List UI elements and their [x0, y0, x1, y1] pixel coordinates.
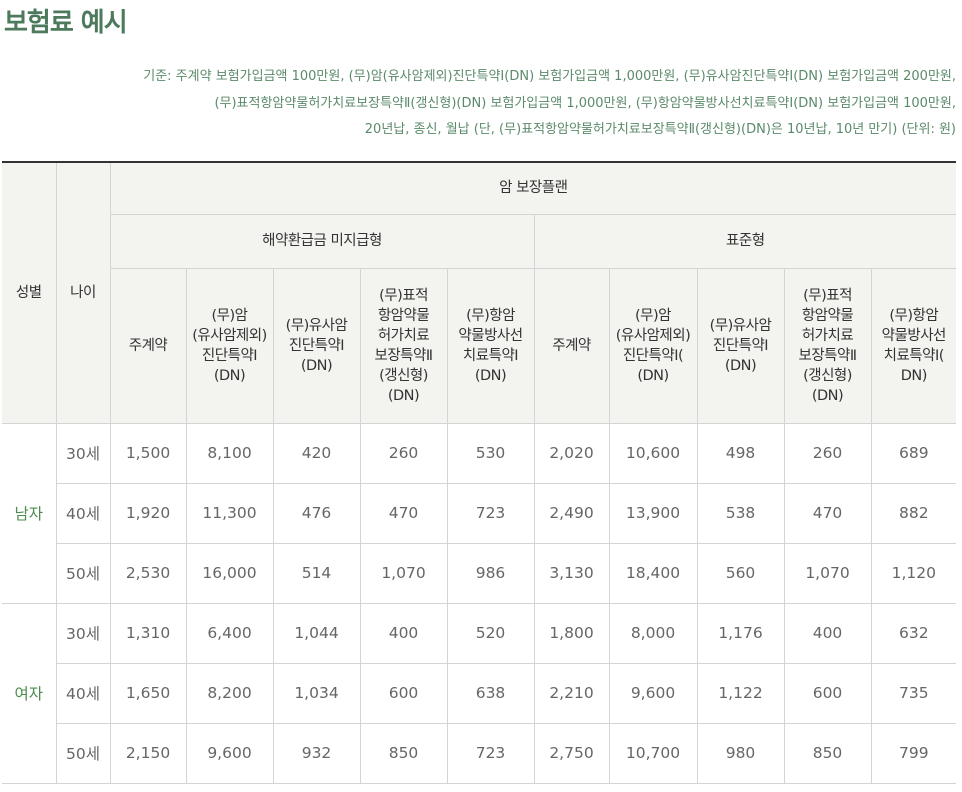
premium-cell: 1,920: [109, 482, 187, 544]
table-row: 50세 2,150 9,600 932 850 723 2,750 10,700 980 850 7…: [2, 722, 957, 784]
premium-basis-note: 기준: 주계약 보험가입금액 100만원, (무)암(유사암제외)진단특약Ⅰ(D…: [16, 64, 956, 144]
premium-cell: 980: [696, 722, 785, 784]
column-header: (무)표적 항암약물 허가치료 보장특약Ⅱ (갱신형) (DN): [783, 267, 872, 424]
column-header: (무)유사암 진단특약Ⅰ (DN): [272, 267, 361, 424]
premium-cell: 600: [783, 662, 872, 724]
basis-line: (무)표적항암약물허가치료보장특약Ⅱ(갱신형)(DN) 보험가입금액 1,000…: [214, 95, 956, 111]
premium-cell: 8,000: [608, 602, 698, 664]
premium-cell: 400: [783, 602, 872, 664]
premium-cell: 986: [446, 542, 535, 604]
premium-cell: 476: [272, 482, 361, 544]
premium-cell: 260: [359, 422, 448, 484]
premium-cell: 9,600: [185, 722, 274, 784]
table-row: 남자 30세 1,500 8,100 420 260 530 2,020 10,600 498 26…: [2, 422, 957, 604]
column-header: (무)표적 항암약물 허가치료 보장특약Ⅱ (갱신형) (DN): [359, 267, 448, 424]
column-header: (무)암 (유사암제외) 진단특약Ⅰ (DN): [185, 267, 274, 424]
premium-cell: 2,210: [533, 662, 610, 724]
premium-cell: 538: [696, 482, 785, 544]
premium-cell: 2,530: [109, 542, 187, 604]
premium-cell: 723: [446, 482, 535, 544]
age-cell: 50세: [56, 722, 111, 784]
premium-cell: 850: [359, 722, 448, 784]
column-header: 주계약: [110, 267, 187, 424]
premium-cell: 514: [272, 542, 361, 604]
gender-cell: 여자: [2, 602, 57, 784]
basis-line: 기준: 주계약 보험가입금액 100만원, (무)암(유사암제외)진단특약Ⅰ(D…: [143, 69, 956, 84]
premium-cell: 9,600: [608, 662, 698, 724]
premium-cell: 10,600: [608, 422, 698, 484]
table-row: 여자 30세 1,310 6,400 1,044 400 520 1,800 8,000 1,17…: [2, 602, 957, 784]
age-cell: 50세: [56, 542, 111, 604]
premium-cell: 560: [696, 542, 785, 604]
premium-cell: 470: [359, 482, 448, 544]
premium-cell: 10,700: [608, 722, 698, 784]
header-gender: 성별: [2, 161, 57, 424]
premium-cell: 8,200: [185, 662, 274, 724]
premium-cell: 1,500: [109, 422, 187, 484]
premium-cell: 420: [272, 422, 361, 484]
premium-cell: 1,044: [272, 602, 361, 664]
premium-cell: 2,750: [533, 722, 610, 784]
premium-cell: 638: [446, 662, 535, 724]
premium-cell: 2,020: [533, 422, 610, 484]
premium-cell: 260: [783, 422, 872, 484]
premium-cell: 632: [870, 602, 957, 664]
premium-cell: 1,070: [783, 542, 872, 604]
header-age: 나이: [55, 161, 111, 424]
premium-cell: 8,100: [185, 422, 274, 484]
premium-cell: 689: [870, 422, 957, 484]
premium-cell: 1,034: [272, 662, 361, 724]
premium-cell: 470: [783, 482, 872, 544]
premium-cell: 799: [870, 722, 957, 784]
premium-cell: 400: [359, 602, 448, 664]
premium-cell: 882: [870, 482, 957, 544]
premium-cell: 13,900: [608, 482, 698, 544]
premium-cell: 932: [272, 722, 361, 784]
premium-cell: 1,070: [359, 542, 448, 604]
age-cell: 30세: [55, 602, 111, 664]
premium-cell: 6,400: [185, 602, 274, 664]
column-header: (무)암 (유사암제외) 진단특약Ⅰ((DN): [608, 267, 698, 424]
header-type-standard: 표준형: [533, 213, 957, 269]
column-header: (무)유사암 진단특약Ⅰ (DN): [696, 267, 785, 424]
age-cell: 30세: [55, 422, 111, 484]
premium-cell: 1,176: [696, 602, 785, 664]
premium-table: 성별 나이 암 보장플랜 해약환급금 미지급형 표준형 주계약 (무)암 (유사암제…: [2, 161, 957, 784]
premium-cell: 735: [870, 662, 957, 724]
premium-cell: 1,122: [696, 662, 785, 724]
header-plan: 암 보장플랜: [109, 161, 957, 215]
premium-cell: 1,120: [870, 542, 957, 604]
table-row: 40세 1,920 11,300 476 470 723 2,490 13,900 538 470…: [2, 482, 957, 544]
premium-cell: 1,310: [109, 602, 187, 664]
basis-line: 20년납, 종신, 월납 (단, (무)표적항암약물허가치료보장특약Ⅱ(갱신형)…: [364, 122, 956, 137]
age-cell: 40세: [56, 662, 111, 724]
premium-cell: 18,400: [608, 542, 698, 604]
premium-cell: 1,650: [109, 662, 187, 724]
table-row: 40세 1,650 8,200 1,034 600 638 2,210 9,600 1,122 6…: [2, 662, 957, 724]
gender-cell: 남자: [2, 422, 57, 604]
premium-cell: 520: [446, 602, 535, 664]
premium-cell: 498: [696, 422, 785, 484]
premium-cell: 1,800: [533, 602, 610, 664]
premium-cell: 2,490: [533, 482, 610, 544]
age-cell: 40세: [56, 482, 111, 544]
premium-cell: 2,150: [109, 722, 187, 784]
table-row: 50세 2,530 16,000 514 1,070 986 3,130 18,400 560 1…: [2, 542, 957, 604]
page-title: 보험료 예시: [4, 8, 128, 38]
premium-cell: 723: [446, 722, 535, 784]
premium-cell: 850: [783, 722, 872, 784]
premium-cell: 530: [446, 422, 535, 484]
premium-cell: 600: [359, 662, 448, 724]
premium-cell: 3,130: [533, 542, 610, 604]
column-header: 주계약: [533, 267, 610, 424]
premium-cell: 11,300: [185, 482, 274, 544]
premium-cell: 16,000: [185, 542, 274, 604]
header-type-no-refund: 해약환급금 미지급형: [110, 213, 535, 269]
